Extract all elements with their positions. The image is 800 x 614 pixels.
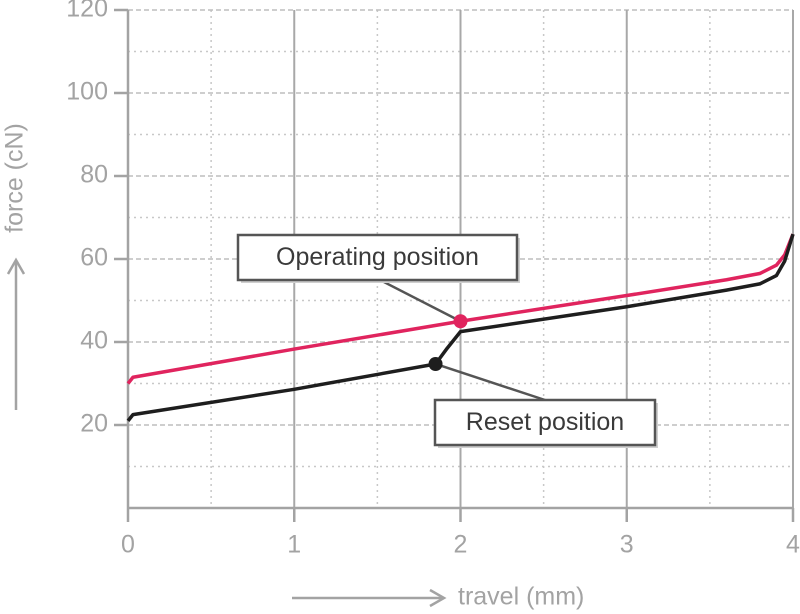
y-axis-title: force (cN) <box>1 123 29 410</box>
annotation-leader <box>379 278 462 323</box>
annotation-label: Reset position <box>466 408 624 436</box>
x-axis-title: travel (mm) <box>292 583 584 611</box>
y-tick-label: 60 <box>80 244 108 272</box>
x-tick-label: 3 <box>620 531 634 559</box>
x-tick-label: 0 <box>121 531 135 559</box>
annotation-box <box>433 398 657 447</box>
annotation-leader <box>435 362 546 402</box>
annotation-label: Operating position <box>276 243 479 271</box>
y-tick-label: 80 <box>80 161 108 189</box>
line <box>126 233 795 422</box>
line <box>126 233 795 385</box>
y-tick-label: 100 <box>66 78 108 106</box>
y-tick-label: 20 <box>80 410 108 438</box>
annotation-box <box>236 233 519 282</box>
x-tick-label: 1 <box>287 531 301 559</box>
x-arrow-head <box>429 588 447 608</box>
x-tick-label: 2 <box>454 531 468 559</box>
annotation-point <box>428 356 443 371</box>
x-axis-label: travel (mm) <box>458 583 584 611</box>
y-tick-label: 120 <box>66 0 108 23</box>
y-tick-label: 40 <box>80 327 108 355</box>
y-axis-label: force (cN) <box>1 123 29 233</box>
y-arrow-head <box>6 257 26 275</box>
annotation-point <box>453 314 468 329</box>
x-tick-label: 4 <box>786 531 800 559</box>
